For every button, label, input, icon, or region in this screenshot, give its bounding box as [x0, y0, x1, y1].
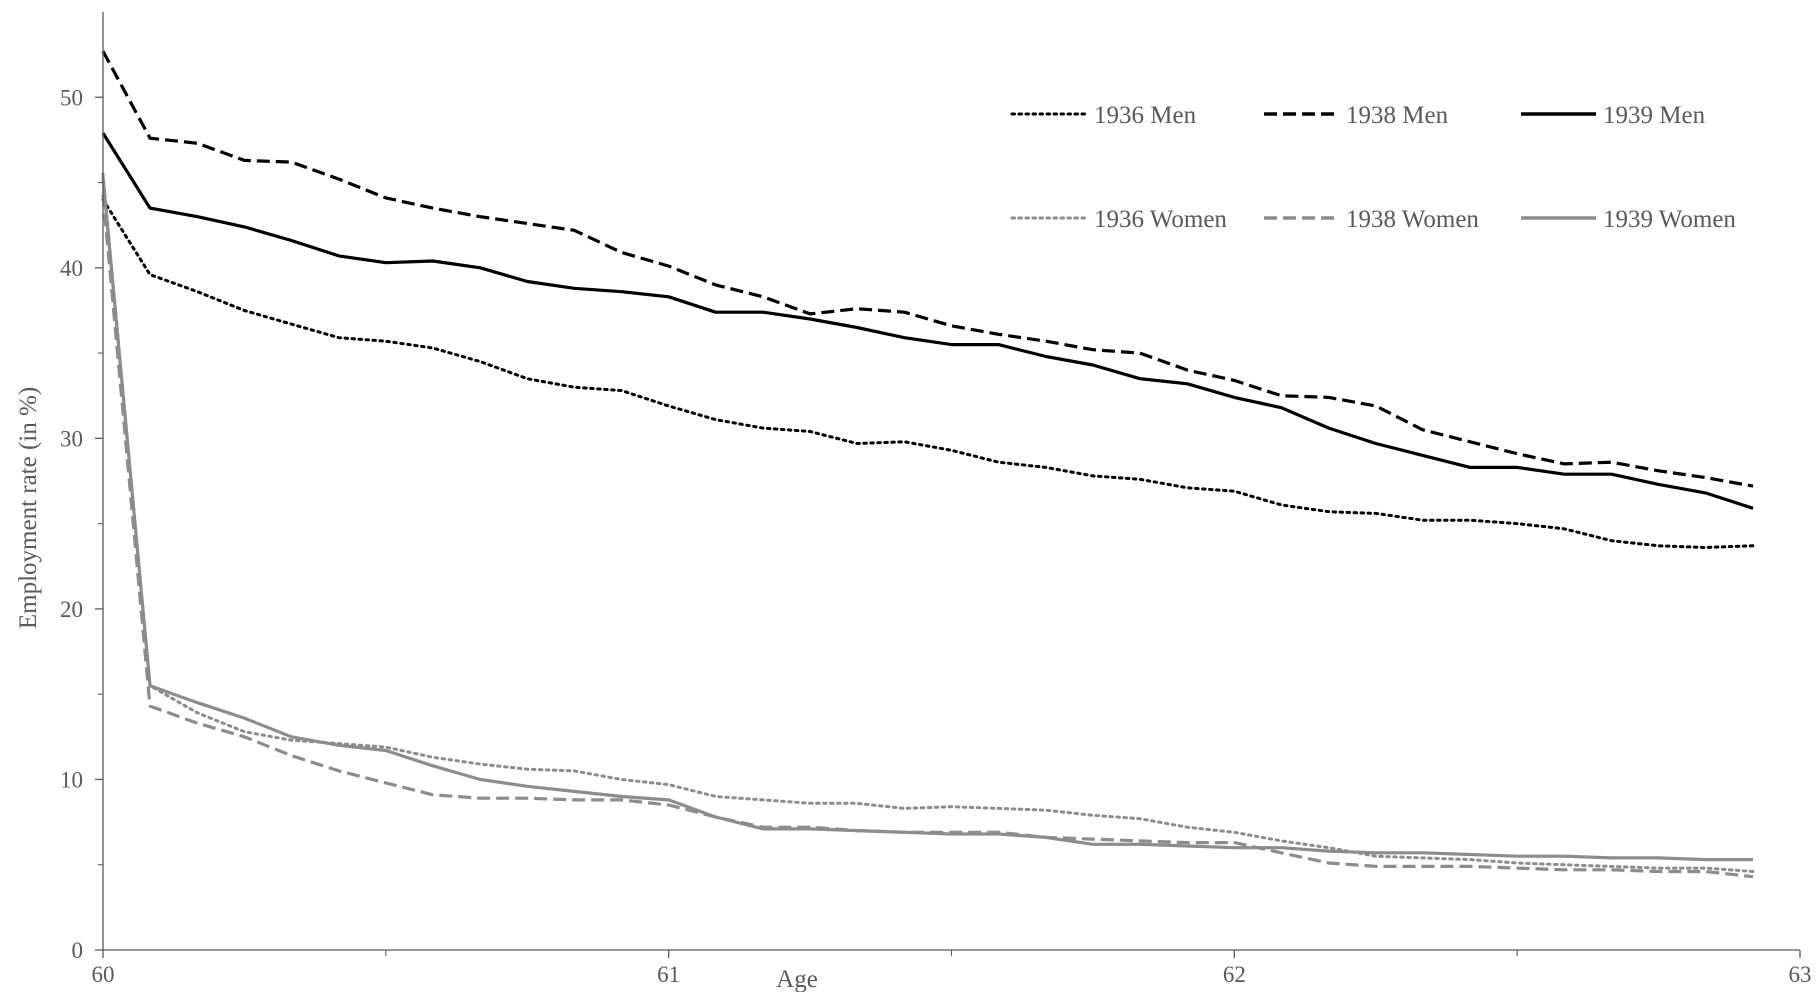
series-line-1936-men: [101, 198, 1755, 549]
series-line-1939-men: [101, 132, 1754, 510]
legend-label-1936-women: 1936 Women: [1094, 206, 1227, 233]
x-tick-label-60: 60: [92, 962, 115, 987]
y-tick-label-50: 50: [60, 85, 83, 110]
ticks-layer: 0 10 20 30 40 50 60 61 62 63: [60, 85, 1812, 987]
y-tick-label-40: 40: [60, 256, 83, 281]
legend: 1936 Men 1938 Men 1939 Men 1936 Women 1938 W…: [1010, 102, 1736, 233]
series-line-1936-women: [101, 172, 1755, 873]
legend-label-1939-women: 1939 Women: [1603, 206, 1736, 233]
y-axis-title: Employment rate (in %): [15, 387, 42, 629]
legend-label-1938-women: 1938 Women: [1346, 206, 1479, 233]
legend-label-1938-men: 1938 Men: [1346, 102, 1449, 129]
series-line-1938-women: [101, 194, 1754, 879]
y-tick-label-10: 10: [60, 767, 83, 792]
axes-layer: [102, 12, 1800, 951]
x-tick-label-61: 61: [657, 962, 680, 987]
y-tick-label-30: 30: [60, 426, 83, 451]
series-line-1939-women: [101, 177, 1753, 862]
y-tick-label-0: 0: [72, 938, 84, 963]
x-axis-title: Age: [776, 966, 818, 992]
y-tick-label-20: 20: [60, 597, 83, 622]
series-layer: [101, 50, 1755, 879]
legend-label-1939-men: 1939 Men: [1603, 102, 1706, 129]
series-line-1938-men: [101, 50, 1754, 488]
x-tick-label-63: 63: [1789, 962, 1812, 987]
legend-label-1936-men: 1936 Men: [1094, 102, 1197, 129]
x-tick-label-62: 62: [1223, 962, 1246, 987]
